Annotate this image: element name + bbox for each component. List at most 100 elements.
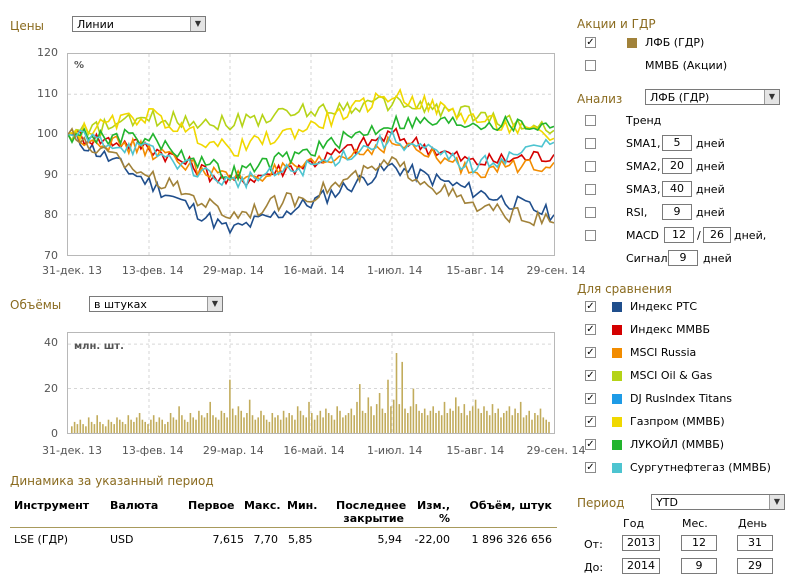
volume-bar [90, 421, 93, 433]
compare-checkbox[interactable]: ✓ [585, 439, 596, 450]
volume-bar [488, 415, 491, 433]
volume-x-tick: 13-фев. 14 [121, 444, 184, 457]
stock-label-mmvb: ММВБ (Акции) [645, 59, 728, 72]
price-y-tick: 70 [44, 249, 58, 262]
sma3-input[interactable]: 40 [662, 181, 692, 197]
compare-checkbox[interactable]: ✓ [585, 347, 596, 358]
compare-checkbox[interactable]: ✓ [585, 301, 596, 312]
volume-bar [330, 415, 333, 433]
price-x-tick: 29-мар. 14 [202, 264, 264, 277]
volume-bar [466, 415, 468, 433]
trend-checkbox[interactable] [585, 115, 596, 126]
prices-mode-select[interactable]: Линии ▼ [72, 16, 206, 32]
volume-bar [144, 421, 146, 433]
volume-bar [344, 415, 347, 433]
volume-bar [359, 384, 361, 433]
color-swatch [612, 440, 622, 450]
compare-checkbox[interactable]: ✓ [585, 416, 596, 427]
volume-bar [240, 410, 242, 433]
compare-label: DJ RusIndex Titans [630, 392, 733, 405]
volume-x-tick: 15-авг. 14 [446, 444, 505, 457]
analysis-title: Анализ [577, 92, 623, 106]
day-header: День [738, 517, 768, 530]
compare-checkbox[interactable]: ✓ [585, 324, 596, 335]
stock-checkbox-mmvb[interactable] [585, 60, 596, 71]
compare-checkbox[interactable]: ✓ [585, 462, 596, 473]
from-month-input[interactable]: 12 [681, 535, 717, 551]
macd-checkbox[interactable] [585, 230, 596, 241]
macd-input-1[interactable]: 12 [664, 227, 694, 243]
volume-bar [220, 410, 223, 433]
compare-label: Сургутнефтегаз (ММВБ) [630, 461, 771, 474]
signal-input[interactable]: 9 [668, 250, 698, 266]
volume-y-tick: 0 [51, 427, 58, 440]
sma2-input[interactable]: 20 [662, 158, 692, 174]
volume-bar [463, 404, 466, 433]
sma1-input[interactable]: 5 [662, 135, 692, 151]
rsi-input[interactable]: 9 [662, 204, 692, 220]
from-day-input[interactable]: 31 [737, 535, 773, 551]
analysis-select[interactable]: ЛФБ (ГДР) ▼ [645, 89, 780, 105]
sma1-checkbox[interactable] [585, 138, 596, 149]
volume-bar [452, 410, 454, 433]
volume-bar [497, 408, 499, 433]
volume-bar [130, 419, 132, 433]
volume-bar [438, 410, 440, 433]
volume-bar [412, 388, 415, 433]
period-select[interactable]: YTD ▼ [651, 494, 785, 510]
volume-bar [407, 413, 409, 433]
volume-bar [305, 417, 307, 433]
to-day-input[interactable]: 29 [737, 558, 773, 574]
compare-checkbox[interactable]: ✓ [585, 393, 596, 404]
volume-bar [107, 419, 110, 433]
volume-bar [514, 408, 516, 433]
volume-bar [71, 426, 73, 433]
volume-bar [367, 397, 370, 433]
analysis-select-value: ЛФБ (ГДР) [650, 91, 710, 104]
sma2-checkbox[interactable] [585, 161, 596, 172]
sma3-checkbox[interactable] [585, 184, 596, 195]
price-y-tick: 110 [37, 86, 58, 100]
volumes-title: Объёмы [10, 298, 62, 312]
volumes-mode-select[interactable]: в штуках ▼ [89, 296, 223, 312]
volume-bar [206, 413, 209, 433]
trend-label: Тренд [626, 114, 662, 127]
volume-x-tick: 29-сен. 14 [526, 444, 586, 457]
volume-bar [519, 401, 522, 433]
volume-bar [226, 417, 228, 433]
from-year-input[interactable]: 2013 [622, 535, 660, 551]
header-max: Макс. [244, 499, 281, 512]
volume-bar [429, 410, 432, 433]
cell-instrument: LSE (ГДР) [14, 533, 69, 546]
volume-bar [274, 417, 276, 433]
volume-bar [254, 419, 257, 433]
volume-bar [313, 419, 316, 433]
volume-bar [494, 413, 497, 433]
cell-first: 7,615 [212, 533, 245, 546]
volume-bar [446, 413, 449, 433]
header-change-line2: % [438, 512, 450, 525]
macd-input-2[interactable]: 26 [703, 227, 731, 243]
volume-bar [350, 408, 353, 433]
sma2-label: SMA2, [626, 160, 661, 173]
volume-bar [288, 413, 290, 433]
volume-bar [302, 415, 305, 433]
volume-bar [243, 417, 245, 433]
volume-bar [539, 408, 542, 433]
volume-bar [257, 417, 259, 433]
rsi-checkbox[interactable] [585, 207, 596, 218]
volume-bar [339, 410, 341, 433]
to-year-input[interactable]: 2014 [622, 558, 660, 574]
volume-bar [534, 413, 536, 433]
stock-checkbox-lfb[interactable]: ✓ [585, 37, 596, 48]
volume-bar [158, 417, 161, 433]
volume-bar [104, 426, 107, 433]
to-month-input[interactable]: 9 [681, 558, 717, 574]
volume-bar [265, 419, 268, 433]
volume-bar [161, 419, 163, 433]
volume-bar [251, 415, 254, 433]
compare-label: Индекс ММВБ [630, 323, 711, 336]
month-header: Мес. [682, 517, 708, 530]
series-line [68, 113, 554, 183]
compare-checkbox[interactable]: ✓ [585, 370, 596, 381]
